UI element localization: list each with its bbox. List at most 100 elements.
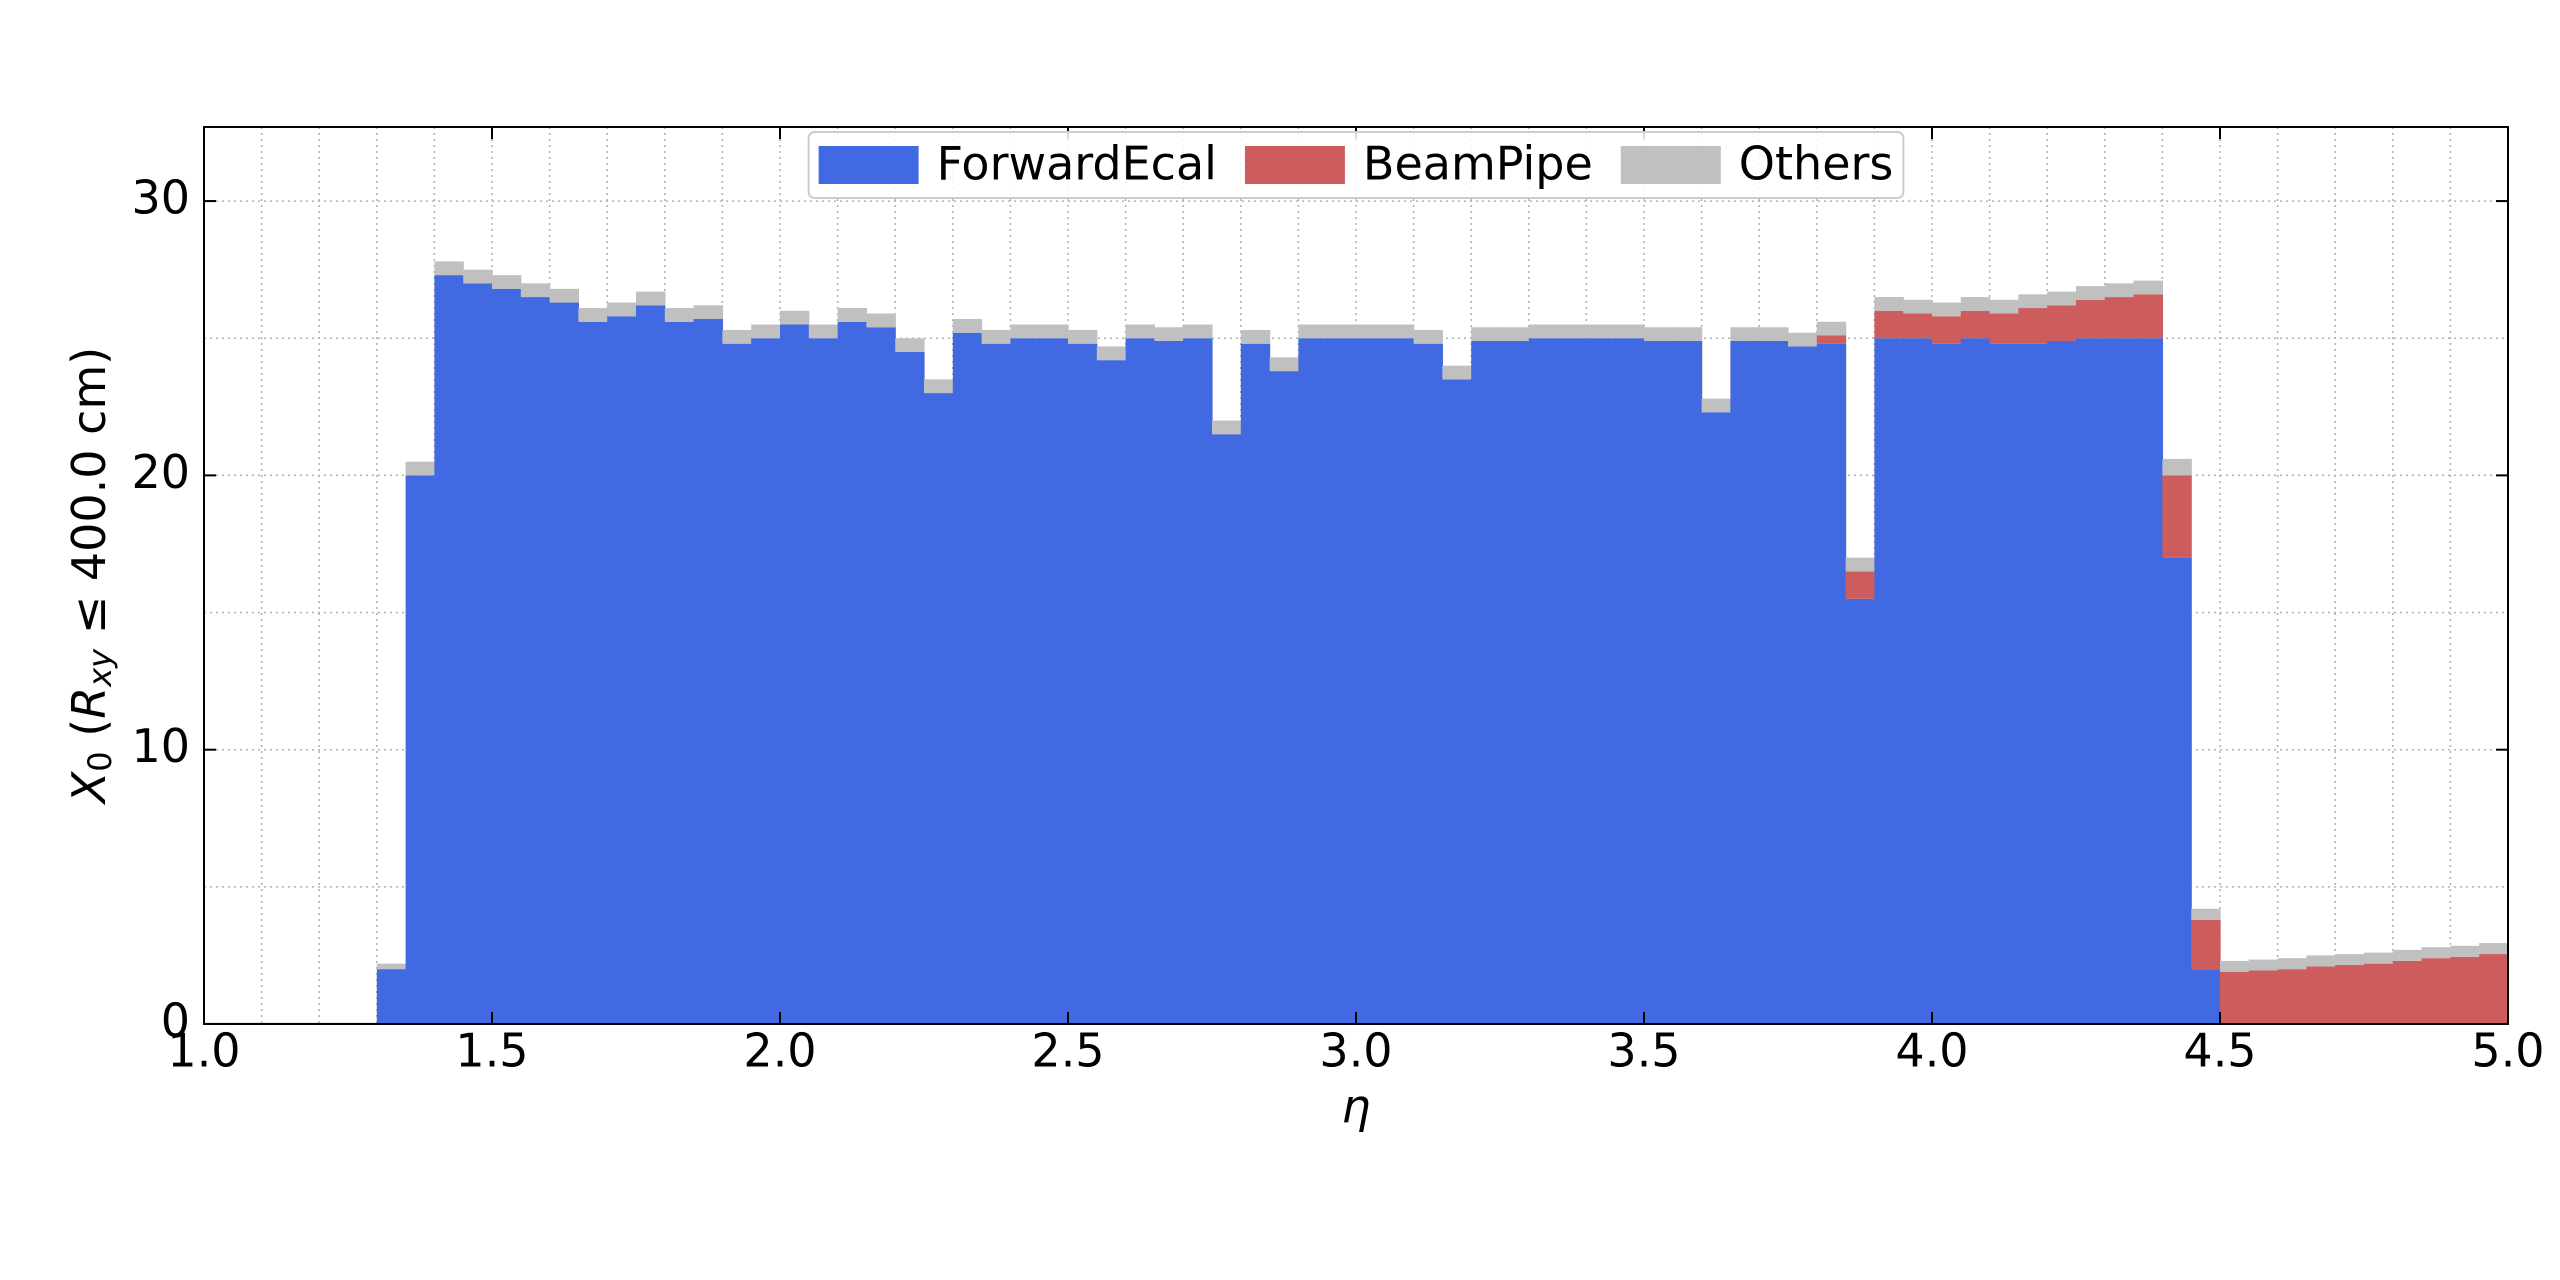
bar xyxy=(1788,346,1818,1024)
bar xyxy=(693,305,723,320)
bar xyxy=(520,283,551,298)
bar xyxy=(1816,321,1847,336)
bar xyxy=(1989,343,2019,1024)
y-tick-label: 20 xyxy=(131,445,190,499)
bar xyxy=(2191,919,2221,970)
bar xyxy=(2306,955,2336,967)
bar xyxy=(664,308,695,322)
bar xyxy=(2162,458,2192,476)
bar xyxy=(1874,297,1904,311)
bar xyxy=(1932,343,1962,1024)
bar xyxy=(1183,338,1213,1024)
bar xyxy=(1125,324,1155,339)
bar xyxy=(2479,954,2509,1024)
bar xyxy=(1903,338,1933,1024)
bar xyxy=(2335,965,2365,1024)
bar xyxy=(636,305,666,1025)
bar xyxy=(2104,297,2135,339)
bar xyxy=(405,461,435,476)
bar xyxy=(463,269,493,284)
bar xyxy=(463,283,493,1024)
bar xyxy=(1413,343,1443,1024)
bar xyxy=(2392,960,2423,1024)
bar xyxy=(578,308,608,322)
x-tick-label: 4.0 xyxy=(1895,1024,1968,1078)
x-axis-label: η xyxy=(1341,1080,1370,1134)
bar xyxy=(1701,398,1731,413)
bar xyxy=(1442,379,1472,1025)
bar xyxy=(2018,308,2048,344)
bar xyxy=(837,308,867,322)
bar xyxy=(1845,598,1875,1024)
bar xyxy=(1586,324,1616,339)
bar xyxy=(2277,969,2307,1024)
bar xyxy=(492,288,522,1025)
bar xyxy=(1269,371,1299,1025)
bar xyxy=(1989,313,2019,344)
bar xyxy=(549,302,579,1024)
bar xyxy=(578,321,608,1024)
bar xyxy=(1845,571,1875,599)
bar xyxy=(751,338,781,1024)
x-tick-label: 3.0 xyxy=(1319,1024,1392,1078)
bar xyxy=(1960,297,1991,311)
axes: 1.0 1.5 2.0 2.5 3.0 3.5 4.0 4.5 5.0 0 10 20 30 Forwar… xyxy=(131,126,2545,1078)
bar xyxy=(405,475,435,1024)
bar xyxy=(1240,329,1271,344)
bar xyxy=(1615,324,1645,339)
bar xyxy=(2047,340,2077,1024)
bar xyxy=(837,321,867,1024)
bar xyxy=(1500,340,1530,1024)
bar xyxy=(2191,969,2221,1024)
bar xyxy=(1269,357,1299,372)
bar xyxy=(2248,959,2279,971)
bar xyxy=(2104,338,2135,1024)
bar xyxy=(722,343,752,1024)
bar xyxy=(1500,327,1530,341)
bar xyxy=(1096,346,1127,361)
bar xyxy=(2018,343,2048,1024)
y-label-part: X xyxy=(62,770,116,805)
bar xyxy=(1960,310,1991,339)
x-tick-label: 2.5 xyxy=(1031,1024,1104,1078)
bar xyxy=(895,351,925,1024)
bar xyxy=(1528,324,1559,339)
bar xyxy=(1384,338,1415,1024)
bar xyxy=(2277,958,2307,970)
x-tick-label: 1.5 xyxy=(455,1024,528,1078)
bar xyxy=(2421,958,2451,1024)
y-label-part: 0 xyxy=(81,751,119,771)
legend-label: BeamPipe xyxy=(1363,137,1593,191)
bar xyxy=(2133,338,2163,1024)
bar xyxy=(1874,310,1904,339)
bar xyxy=(1039,338,1069,1024)
bar xyxy=(2450,945,2480,957)
x-tick-label: 2.0 xyxy=(743,1024,816,1078)
bar xyxy=(1471,327,1501,341)
bar xyxy=(1960,338,1991,1024)
bar xyxy=(1327,338,1357,1024)
x-tick-label: 5.0 xyxy=(2471,1024,2544,1078)
bar xyxy=(376,969,407,1024)
x-tick-label: 3.5 xyxy=(1607,1024,1680,1078)
bar xyxy=(924,379,954,394)
bar xyxy=(1730,327,1760,341)
bar xyxy=(1989,299,2019,314)
bar xyxy=(1356,324,1386,339)
legend-label: ForwardEcal xyxy=(937,137,1217,191)
bar xyxy=(1672,340,1703,1024)
y-label-part: R xyxy=(62,687,116,719)
bar xyxy=(952,332,983,1024)
bar xyxy=(664,321,695,1024)
bar xyxy=(2076,286,2106,300)
bar xyxy=(434,261,464,276)
bar xyxy=(2076,299,2106,339)
bar xyxy=(1068,329,1098,344)
bar xyxy=(1413,329,1443,344)
bar xyxy=(2450,956,2480,1024)
bar xyxy=(2162,557,2192,1024)
x-tick-label: 4.5 xyxy=(2183,1024,2256,1078)
bar xyxy=(1701,412,1731,1024)
bar xyxy=(981,343,1011,1024)
bar xyxy=(2479,943,2509,955)
